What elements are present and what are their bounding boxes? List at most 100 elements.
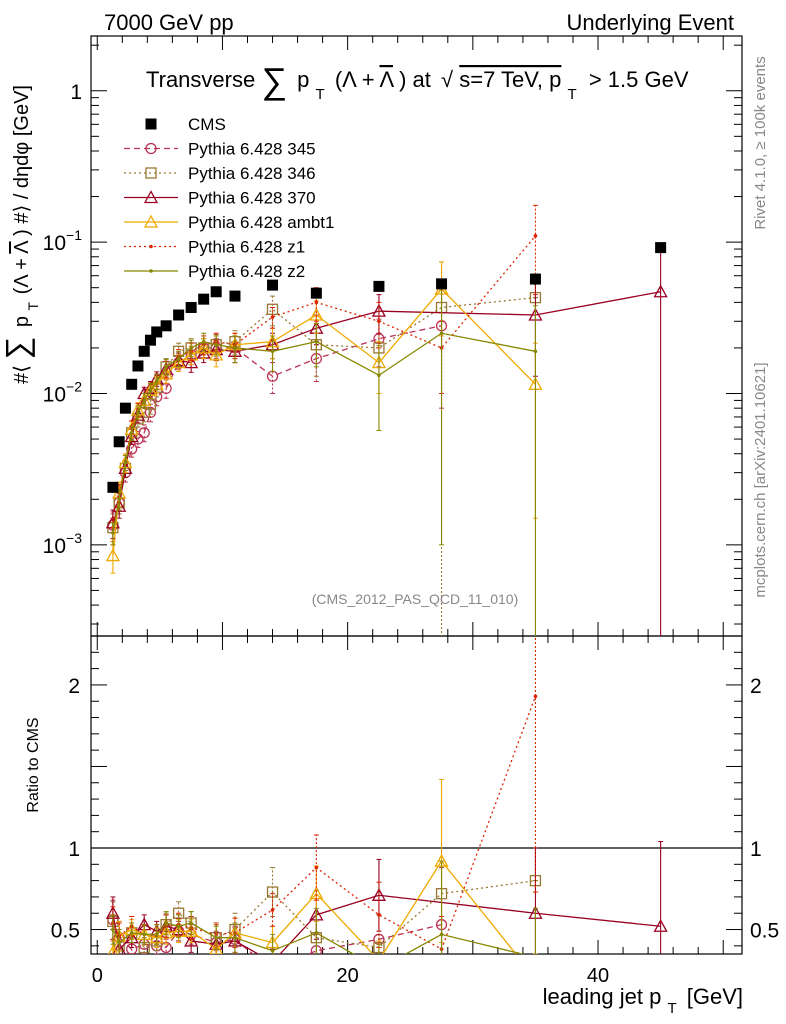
legend-item: Pythia 6.428 346	[124, 164, 316, 183]
x-tick-label: 40	[587, 965, 609, 987]
data-point	[214, 935, 218, 940]
legend-label: Pythia 6.428 345	[188, 140, 316, 159]
series-cms	[107, 242, 667, 494]
series-line	[112, 894, 661, 954]
main-series	[105, 204, 668, 636]
series-line	[112, 291, 661, 523]
data-point	[129, 931, 134, 935]
header-right: Underlying Event	[566, 10, 734, 35]
data-point	[126, 378, 138, 390]
legend-item: Pythia 6.428 ambt1	[124, 213, 334, 232]
data-point	[270, 315, 275, 319]
data-point	[112, 498, 127, 512]
y-tick-label: 10−3	[43, 530, 83, 558]
x-tick-label: 0	[92, 965, 103, 987]
y-tick-label-right: 1	[750, 838, 762, 861]
series-pythia-6-428-346	[107, 261, 542, 636]
legend-marker	[143, 190, 159, 204]
data-point	[142, 932, 147, 937]
series-pythia-6-428-ambt1	[105, 261, 543, 574]
data-point	[164, 921, 168, 925]
data-point	[184, 933, 199, 947]
series-pythia-6-428-z2	[110, 860, 538, 971]
data-point	[314, 931, 319, 935]
data-point	[117, 497, 121, 502]
data-point	[233, 935, 237, 940]
legend-label: Pythia 6.428 z1	[188, 238, 305, 257]
data-point	[371, 303, 387, 317]
data-point	[189, 346, 193, 350]
data-point	[209, 941, 223, 954]
data-point	[129, 430, 134, 435]
data-point	[270, 948, 275, 953]
series-line	[112, 332, 536, 533]
legend-marker	[145, 118, 157, 130]
legend-item: Pythia 6.428 z2	[124, 262, 305, 281]
series-line	[112, 296, 536, 528]
y-tick-label: 2	[68, 675, 80, 698]
data-point	[436, 278, 448, 290]
data-point	[373, 280, 385, 292]
series-line	[112, 288, 536, 556]
header-left: 7000 GeV pp	[104, 10, 234, 35]
series-pythia-6-428-z2	[110, 288, 538, 636]
data-point	[377, 967, 381, 971]
data-point	[267, 279, 279, 291]
data-point	[112, 941, 126, 954]
legend-marker	[143, 214, 159, 228]
data-point	[201, 339, 206, 344]
data-point	[233, 346, 237, 350]
data-point	[198, 293, 210, 305]
legend-item: Pythia 6.428 370	[124, 189, 316, 208]
data-point	[270, 349, 275, 354]
analysis-annotation: (CMS_2012_PAS_QCD_11_010)	[312, 591, 519, 607]
legend-label: Pythia 6.428 346	[188, 164, 316, 183]
data-point	[655, 242, 667, 254]
data-point	[184, 355, 199, 369]
data-point	[117, 940, 121, 945]
data-point	[189, 921, 193, 925]
data-point	[173, 309, 185, 321]
data-point	[310, 287, 322, 299]
mcplots-label: mcplots.cern.ch [arXiv:2401.10621]	[752, 362, 769, 597]
x-axis-label: leading jet p T [GeV]	[543, 984, 743, 1018]
main-axes: 1 10−1 10−2 10−3	[43, 36, 742, 636]
data-point	[154, 379, 159, 384]
data-point	[138, 427, 150, 439]
series-line	[112, 235, 536, 528]
series-line	[112, 696, 537, 951]
data-point	[124, 429, 139, 443]
plot-title: Transverse ∑ p T (Λ + Λ ) at √ s=7 TeV, …	[146, 60, 689, 104]
y-tick-label-right: 2	[750, 675, 762, 698]
y-tick-label-right: 0.5	[750, 920, 779, 943]
series-pythia-6-428-ambt1	[108, 779, 538, 954]
data-point	[533, 349, 538, 354]
data-point	[268, 965, 278, 975]
data-point	[314, 865, 319, 870]
data-point	[653, 918, 668, 932]
data-point	[314, 300, 319, 305]
data-point	[107, 481, 119, 493]
data-point	[377, 319, 381, 324]
data-point	[113, 436, 125, 448]
ratio-axes: 0 20 40 0.5 0.5 1 1 2 2	[51, 636, 779, 987]
y-tick-label: 10−1	[43, 227, 83, 255]
data-point	[653, 284, 668, 298]
data-point	[144, 398, 157, 410]
legend-item: Pythia 6.428 345	[124, 140, 316, 159]
data-point	[214, 342, 218, 347]
rivet-version-label: Rivet 4.1.0, ≥ 100k events	[752, 56, 769, 229]
series-line	[112, 879, 536, 949]
data-point	[164, 365, 168, 369]
data-point	[229, 290, 241, 302]
data-point	[270, 908, 275, 912]
data-point	[529, 273, 541, 285]
data-point	[314, 339, 319, 344]
data-point	[119, 402, 131, 414]
data-point	[111, 531, 115, 535]
ratio-y-axis-label: Ratio to CMS	[25, 717, 42, 812]
data-point	[439, 932, 444, 937]
legend-marker	[145, 167, 157, 179]
series-line	[112, 325, 442, 526]
